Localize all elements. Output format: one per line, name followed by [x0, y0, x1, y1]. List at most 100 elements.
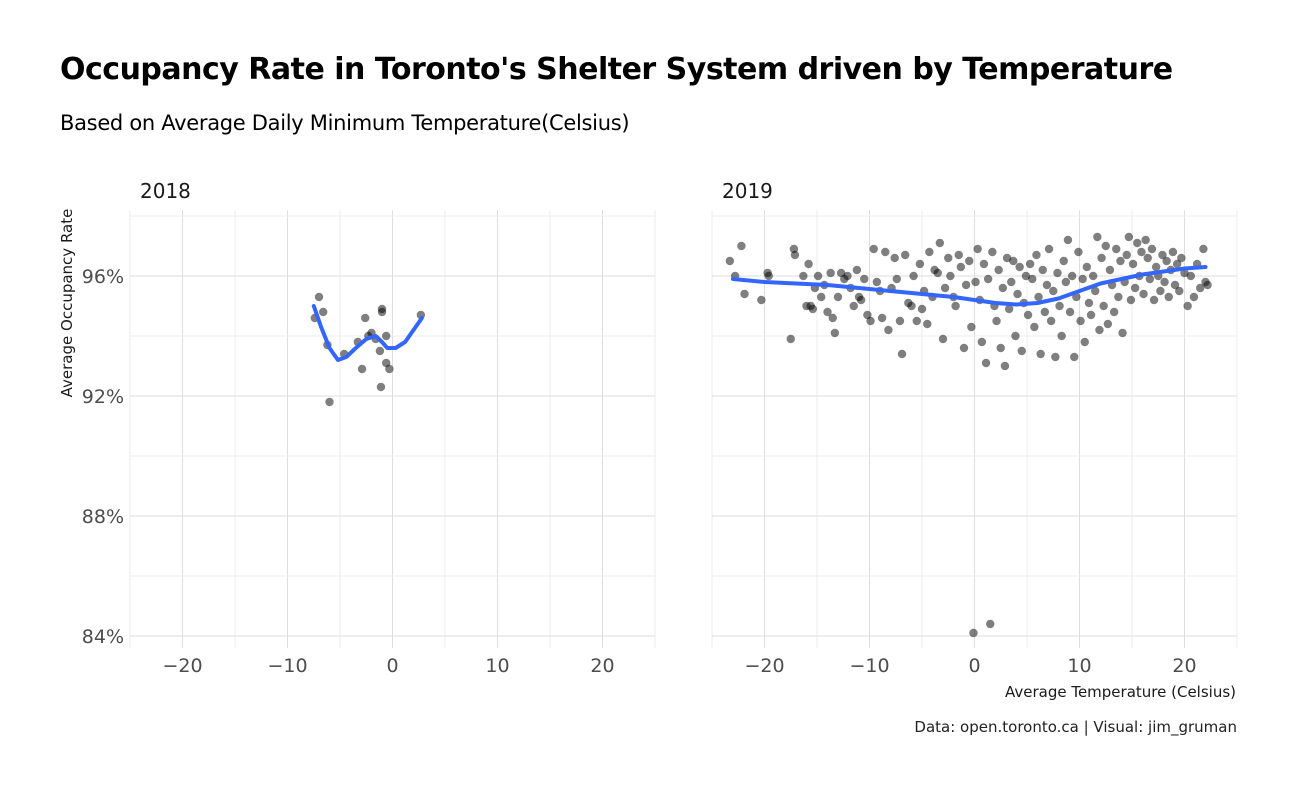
x-tick-label: −20 — [744, 655, 784, 677]
data-point — [1007, 277, 1016, 287]
data-point — [954, 250, 963, 260]
data-point — [376, 382, 386, 392]
data-point — [1168, 247, 1178, 257]
data-point — [1116, 256, 1125, 266]
data-point — [938, 334, 948, 344]
data-point — [1046, 316, 1056, 326]
chart-title: Occupancy Rate in Toronto's Shelter Syst… — [60, 52, 1173, 87]
data-point — [1053, 268, 1062, 278]
data-point — [377, 307, 387, 317]
data-point — [799, 271, 808, 281]
data-point — [357, 364, 367, 374]
data-point — [881, 247, 890, 257]
data-point — [1109, 307, 1119, 317]
data-point — [1177, 253, 1186, 263]
data-point — [325, 397, 334, 407]
data-point — [961, 280, 971, 290]
data-point — [1112, 244, 1121, 254]
data-point — [1065, 307, 1075, 317]
data-point — [877, 313, 887, 323]
data-point — [1196, 283, 1205, 293]
data-point — [973, 244, 982, 254]
facet-label: 2019 — [722, 179, 773, 203]
data-point — [951, 301, 960, 311]
facet-label: 2018 — [140, 179, 191, 203]
data-point — [1189, 292, 1199, 302]
data-point — [1063, 235, 1073, 245]
data-point — [1103, 319, 1113, 329]
data-point — [804, 259, 813, 269]
data-point — [725, 256, 735, 266]
data-point — [1124, 232, 1134, 242]
x-tick-label: 20 — [590, 655, 614, 677]
data-point — [1122, 250, 1131, 260]
data-point — [1137, 247, 1146, 257]
data-point — [895, 316, 905, 326]
data-point — [1172, 259, 1182, 269]
data-point — [1032, 250, 1041, 260]
data-point — [1149, 295, 1159, 305]
x-tick-label: 0 — [386, 655, 398, 677]
data-point — [1162, 256, 1171, 266]
data-point — [856, 295, 866, 305]
x-tick-label: 10 — [1067, 655, 1091, 677]
data-point — [1095, 325, 1104, 335]
data-point — [737, 241, 746, 251]
data-point — [1049, 286, 1058, 296]
data-point — [1067, 271, 1077, 281]
data-point — [901, 250, 910, 260]
data-point — [1147, 244, 1157, 254]
data-point — [1105, 265, 1115, 275]
data-point — [959, 343, 969, 353]
data-point — [375, 346, 385, 356]
data-point — [1028, 274, 1037, 284]
x-tick-label: −20 — [162, 655, 202, 677]
data-point — [1074, 247, 1083, 257]
data-point — [940, 283, 950, 293]
data-point — [361, 313, 370, 323]
data-point — [817, 292, 826, 302]
data-point — [1126, 295, 1136, 305]
data-point — [1099, 301, 1108, 311]
data-point — [1011, 331, 1020, 341]
data-point — [884, 325, 893, 335]
data-point — [740, 289, 749, 299]
data-point — [1004, 304, 1014, 314]
data-point — [1040, 307, 1050, 317]
data-point — [925, 247, 934, 257]
data-point — [1021, 271, 1031, 281]
data-point — [986, 619, 995, 629]
data-point — [382, 331, 391, 341]
smooth-trend-line — [731, 265, 1208, 307]
data-point — [1015, 262, 1024, 272]
data-point — [1070, 352, 1079, 362]
data-point — [1044, 244, 1054, 254]
y-tick-label: 84% — [82, 626, 124, 648]
data-point — [808, 304, 817, 314]
data-point — [1186, 271, 1196, 281]
data-point — [1183, 301, 1192, 311]
data-point — [988, 247, 997, 257]
data-point — [1101, 241, 1110, 251]
data-point — [786, 334, 795, 344]
x-tick-label: 20 — [1172, 655, 1196, 677]
data-point — [969, 628, 978, 638]
data-point — [1013, 289, 1022, 299]
data-point — [1023, 310, 1033, 320]
data-point — [892, 274, 901, 284]
data-point — [1061, 277, 1071, 287]
data-point — [1141, 235, 1150, 245]
data-point — [1088, 271, 1098, 281]
data-point — [971, 277, 980, 287]
data-point — [1034, 292, 1043, 302]
data-point — [849, 301, 858, 311]
chart-subtitle: Based on Average Daily Minimum Temperatu… — [60, 111, 630, 135]
y-tick-label: 92% — [82, 386, 124, 408]
data-point — [909, 271, 918, 281]
data-point — [1151, 262, 1161, 272]
data-point — [956, 262, 966, 272]
data-point — [1158, 250, 1167, 260]
data-point — [1160, 277, 1169, 287]
data-point — [1080, 337, 1089, 347]
